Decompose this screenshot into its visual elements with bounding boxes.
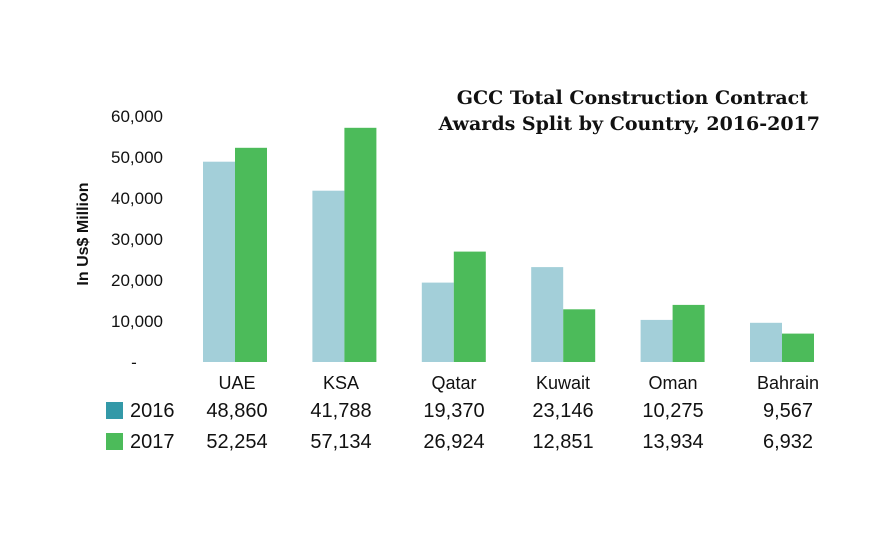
bar-2017-kuwait	[563, 309, 596, 362]
data-value-label: 12,851	[532, 431, 593, 453]
data-value-label: 6,932	[763, 431, 813, 453]
y-tick-label: 30,000	[111, 230, 163, 249]
category-label: UAE	[218, 373, 255, 393]
bar-2016-bahrain	[750, 322, 782, 362]
legend-swatch-2016	[106, 402, 123, 419]
category-label: Kuwait	[536, 373, 590, 393]
category-label: KSA	[323, 373, 359, 393]
bar-2016-ksa	[312, 190, 345, 362]
legend-label: 2016	[130, 400, 175, 422]
bar-2016-qatar	[421, 282, 454, 362]
bar-2017-ksa	[344, 127, 377, 362]
bar-2016-uae	[203, 161, 235, 362]
data-value-label: 48,860	[206, 400, 267, 422]
chart-title-line-2: Awards Split by Country, 2016-2017	[438, 113, 820, 135]
data-table: 2016 48,860 41,788 19,370 23,146 10,275 9,567 2…	[106, 400, 813, 453]
y-tick-label: 50,000	[111, 148, 163, 167]
legend-label: 2017	[130, 431, 175, 453]
bar-2016-oman	[640, 319, 673, 362]
y-tick-label: -	[131, 353, 137, 372]
bar-2017-qatar	[453, 251, 486, 362]
data-value-label: 10,275	[642, 400, 703, 422]
y-tick-label: 10,000	[111, 312, 163, 331]
bar-2017-uae	[235, 147, 267, 362]
data-value-label: 57,134	[310, 431, 371, 453]
data-value-label: 23,146	[532, 400, 593, 422]
data-value-label: 13,934	[642, 431, 703, 453]
bar-2017-oman	[672, 304, 705, 362]
y-tick-label: 60,000	[111, 107, 163, 126]
data-value-label: 9,567	[763, 400, 813, 422]
y-tick-label: 20,000	[111, 271, 163, 290]
data-value-label: 52,254	[206, 431, 267, 453]
legend-swatch-2017	[106, 433, 123, 450]
category-label: Qatar	[431, 373, 476, 393]
data-value-label: 26,924	[423, 431, 484, 453]
y-axis-ticks: - 10,000 20,000 30,000 40,000 50,000 60,000	[111, 107, 163, 372]
bars	[203, 127, 814, 362]
y-axis-label: In Us$ Million	[75, 182, 92, 285]
category-label: Oman	[648, 373, 697, 393]
category-labels: UAE KSA Qatar Kuwait Oman Bahrain	[218, 373, 819, 393]
y-tick-label: 40,000	[111, 189, 163, 208]
bar-2017-bahrain	[782, 333, 814, 362]
category-label: Bahrain	[757, 373, 819, 393]
data-value-label: 41,788	[310, 400, 371, 422]
chart-title-line-1: GCC Total Construction Contract	[457, 87, 808, 109]
data-value-label: 19,370	[423, 400, 484, 422]
bar-2016-kuwait	[531, 267, 564, 362]
